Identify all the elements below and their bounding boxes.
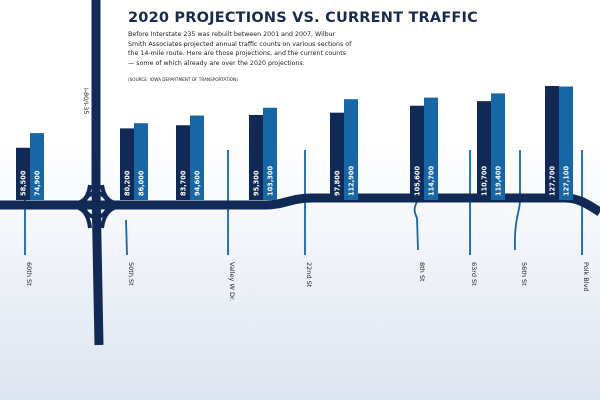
projection-bar — [477, 101, 491, 200]
projection-bar — [249, 114, 263, 200]
projection-bar — [120, 128, 134, 200]
street-label: 63rd St — [470, 262, 478, 286]
current-bar — [134, 123, 148, 200]
projection-value-label: 83,700 — [179, 170, 187, 196]
current-value-label: 103,300 — [266, 166, 274, 196]
bars: 58,500 80,200 83,700 95,300 97,800 105,600 110… — [16, 85, 573, 200]
street-label: 8th St — [418, 262, 426, 282]
street-label: 22nd St — [305, 262, 313, 288]
highway-label: I-80/I-35 — [82, 88, 89, 114]
current-bar — [190, 115, 204, 200]
projection-bar — [330, 112, 344, 200]
chart-title: 2020 PROJECTIONS VS. CURRENT TRAFFIC — [128, 10, 478, 26]
interchange-ramp — [61, 203, 92, 229]
current-value-label: 114,700 — [427, 166, 435, 196]
street-label: 56th St — [520, 262, 528, 286]
projection-value-label: 95,300 — [252, 170, 260, 196]
interchange-ramp — [100, 203, 131, 229]
chart-intro: Before Interstate 235 was rebuilt betwee… — [128, 31, 352, 67]
current-bar — [30, 133, 44, 200]
projection-value-label: 110,700 — [480, 166, 488, 196]
projection-bar — [410, 105, 424, 200]
projection-value-label: 127,700 — [548, 166, 556, 196]
roads: I-80/I-35 — [0, 0, 600, 346]
projection-value-label: 58,500 — [19, 170, 27, 196]
current-value-label: 86,000 — [137, 170, 145, 196]
projection-bar — [176, 125, 190, 200]
current-value-label: 94,600 — [193, 170, 201, 196]
current-value-label: 74,900 — [33, 170, 41, 196]
current-value-label: 119,400 — [494, 166, 502, 196]
current-value-label: 127,100 — [562, 166, 570, 196]
street-label: 60th St — [25, 262, 33, 286]
street-label: Polk Blvd — [582, 262, 590, 292]
current-value-label: 112,900 — [347, 166, 355, 196]
street-label: Valley W Dr. — [228, 262, 236, 301]
i80-i35-road — [91, 0, 104, 346]
current-bar — [263, 107, 277, 200]
projection-bar — [16, 147, 30, 200]
current-bar — [424, 97, 438, 200]
projection-value-label: 97,800 — [333, 170, 341, 196]
interchange-loop — [82, 191, 110, 219]
current-bar — [491, 93, 505, 200]
street-labels: 60th St 50th St Valley W Dr. 22nd St 8th St 6… — [25, 262, 590, 301]
chart-source: (SOURCE: IOWA DEPARTMENT OF TRANSPORTATI… — [128, 77, 238, 82]
projection-value-label: 105,600 — [413, 166, 421, 196]
interstate-235-road — [0, 193, 600, 216]
projection-bar — [545, 85, 559, 200]
current-bar — [344, 99, 358, 200]
street-label: 50th St — [127, 262, 135, 286]
projection-value-label: 80,200 — [123, 170, 131, 196]
current-bar — [559, 86, 573, 200]
